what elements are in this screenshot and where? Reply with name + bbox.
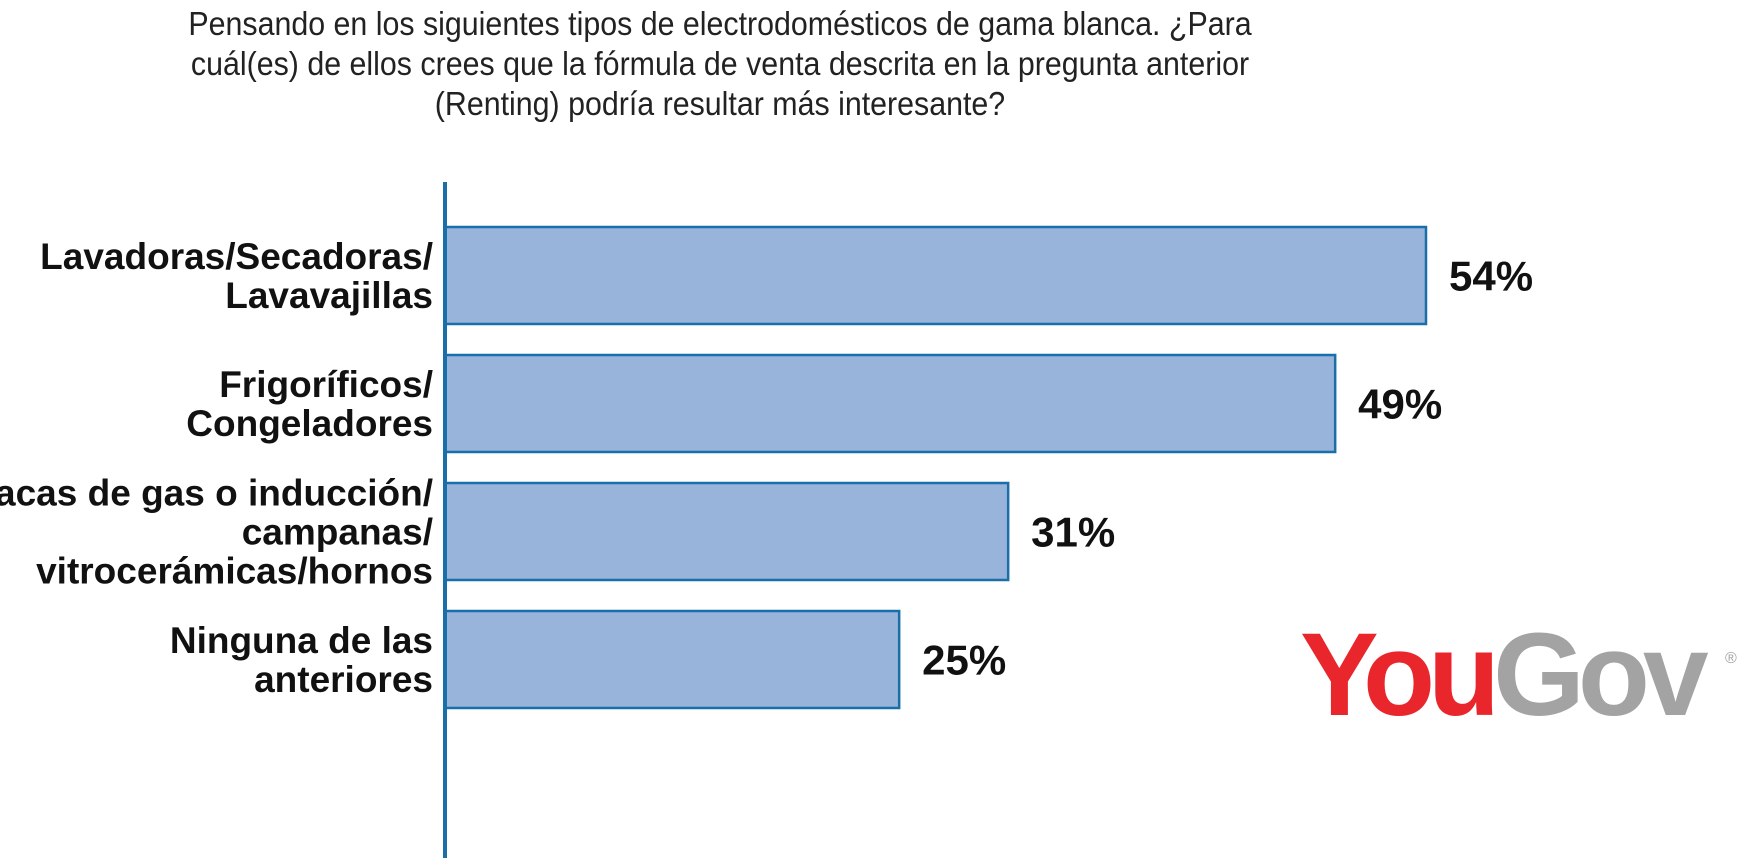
- bars-layer: [443, 225, 1428, 710]
- yougov-logo: YouGov ®: [1300, 609, 1737, 741]
- category-label-3-line-1: Placas de gas o inducción/: [0, 473, 433, 514]
- value-label-3: 31%: [1031, 509, 1115, 556]
- bar-2: [443, 353, 1337, 454]
- bar-1: [443, 225, 1428, 326]
- chart-title-line-3: (Renting) podría resultar más interesant…: [434, 85, 1006, 122]
- logo-text-you: You: [1300, 609, 1493, 741]
- logo-text-gov: Gov: [1493, 609, 1709, 741]
- value-label-1: 54%: [1449, 253, 1533, 300]
- category-label-2-line-1: Frigoríficos/: [219, 364, 433, 405]
- value-label-4: 25%: [922, 637, 1006, 684]
- category-label-4-line-2: anteriores: [254, 659, 433, 700]
- category-label-3-line-3: vitrocerámicas/hornos: [36, 551, 433, 592]
- chart-title: Pensando en los siguientes tipos de elec…: [58, 4, 1383, 124]
- category-label-3-line-2: campanas/: [242, 512, 433, 553]
- bar-4: [443, 609, 901, 710]
- category-labels: Lavadoras/Secadoras/Lavavajillas Frigoríf…: [0, 236, 433, 700]
- chart-title-line-2: cuál(es) de ellos crees que la fórmula d…: [190, 45, 1250, 82]
- bar-3: [443, 481, 1010, 582]
- category-label-4-line-1: Ninguna de las: [170, 620, 433, 661]
- category-label-2-line-2: Congeladores: [186, 403, 433, 444]
- registered-mark: ®: [1725, 650, 1737, 667]
- svg-text:YouGov: YouGov: [1300, 609, 1709, 741]
- chart-title-line-1: Pensando en los siguientes tipos de elec…: [188, 5, 1252, 42]
- category-label-1-line-1: Lavadoras/Secadoras/: [40, 236, 433, 277]
- value-label-2: 49%: [1358, 381, 1442, 428]
- value-labels: 54% 49% 31% 25%: [922, 253, 1533, 684]
- category-label-1-line-2: Lavavajillas: [225, 275, 433, 316]
